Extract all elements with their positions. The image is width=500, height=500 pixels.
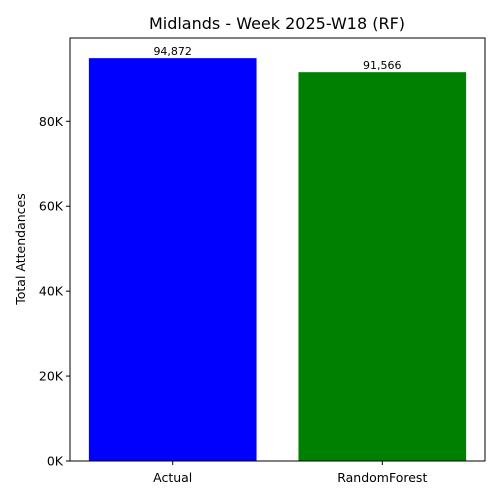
y-tick-label: 40K	[39, 284, 64, 299]
x-tick-label-randomforest: RandomForest	[337, 470, 427, 485]
plot-frame	[69, 37, 486, 462]
y-tick-label: 60K	[39, 199, 64, 214]
y-ticks-group: 0K 20K 40K 60K 80K	[39, 114, 70, 469]
y-tick-label: 0K	[47, 454, 64, 469]
x-ticks-group: Actual RandomForest	[153, 461, 427, 485]
x-tick-label-actual: Actual	[153, 470, 192, 485]
data-label-actual: 94,872	[153, 45, 192, 58]
y-tick-label: 80K	[39, 114, 64, 129]
y-axis-label: Total Attendances	[13, 193, 28, 306]
y-tick-label: 20K	[39, 369, 64, 384]
bar-randomforest	[298, 72, 467, 461]
bars-group: 94,872 91,566	[88, 45, 467, 461]
data-label-randomforest: 91,566	[363, 59, 402, 72]
bar-actual	[88, 58, 257, 461]
chart-title: Midlands - Week 2025-W18 (RF)	[149, 14, 405, 33]
